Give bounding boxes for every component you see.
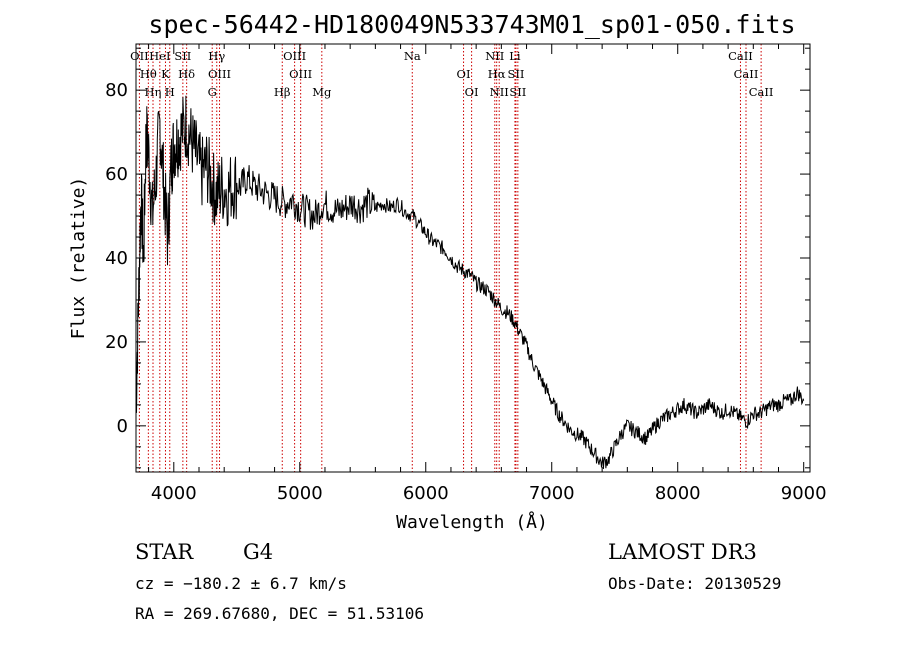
x-tick-label: 9000 bbox=[781, 483, 827, 504]
spectral-line-label: OIII bbox=[208, 67, 231, 81]
spectral-line-label: Li bbox=[509, 49, 521, 63]
spectral-line-label: OI bbox=[457, 67, 471, 81]
x-axis-label: Wavelength (Å) bbox=[396, 511, 548, 533]
spectral-line-labels: OIIHθHηHeIKHSIIHδGHγOIIIHβOIIIOIIIMgNaOI… bbox=[130, 49, 773, 99]
spectral-line-label: K bbox=[161, 67, 170, 81]
coordinates: RA = 269.67680, DEC = 51.53106 bbox=[135, 604, 424, 623]
spectral-line-label: CaII bbox=[749, 85, 774, 99]
redshift-value: cz = −180.2 ± 6.7 km/s bbox=[135, 574, 347, 593]
x-axis: 4000 5000 6000 7000 8000 9000 bbox=[148, 44, 827, 504]
spectral-line-label: OI bbox=[465, 85, 479, 99]
y-axis: 0 20 40 60 80 bbox=[105, 47, 810, 469]
y-tick-label: 40 bbox=[105, 248, 128, 269]
spectral-line-label: H bbox=[165, 85, 175, 99]
spectral-line-label: SII bbox=[509, 85, 526, 99]
y-tick-label: 20 bbox=[105, 332, 128, 353]
spectral-line-label: Hη bbox=[145, 85, 162, 99]
spectral-line-label: Hα bbox=[488, 67, 506, 81]
spectral-line-label: CaII bbox=[728, 49, 753, 63]
spectral-line-label: Hβ bbox=[274, 85, 291, 99]
spectral-line-label: SII bbox=[174, 49, 191, 63]
spectral-line-label: Hγ bbox=[208, 49, 225, 63]
spectral-line-markers bbox=[138, 44, 762, 472]
x-tick-label: 4000 bbox=[151, 483, 197, 504]
x-tick-label: 6000 bbox=[403, 483, 449, 504]
x-tick-label: 8000 bbox=[655, 483, 701, 504]
spectral-line-label: OIII bbox=[289, 67, 312, 81]
spectral-line-label: Na bbox=[404, 49, 421, 63]
y-tick-label: 60 bbox=[105, 164, 128, 185]
spectrum-line bbox=[135, 95, 805, 470]
object-subclass: G4 bbox=[243, 540, 274, 564]
chart-title: spec-56442-HD180049N533743M01_sp01-050.f… bbox=[148, 10, 795, 39]
spectral-line-label: Hδ bbox=[178, 67, 195, 81]
spectral-line-label: SII bbox=[507, 67, 524, 81]
x-tick-label: 5000 bbox=[277, 483, 323, 504]
spectral-line-label: HeI bbox=[149, 49, 170, 63]
x-tick-label: 7000 bbox=[529, 483, 575, 504]
y-tick-label: 0 bbox=[117, 416, 128, 437]
y-tick-label: 80 bbox=[105, 80, 128, 101]
spectral-line-label: OII bbox=[130, 49, 149, 63]
observation-date: Obs-Date: 20130529 bbox=[608, 574, 782, 593]
survey-name: LAMOST DR3 bbox=[608, 540, 757, 564]
spectral-line-label: CaII bbox=[734, 67, 759, 81]
spectral-line-label: Hθ bbox=[140, 67, 157, 81]
object-class: STAR bbox=[135, 540, 194, 564]
y-axis-label: Flux (relative) bbox=[68, 177, 89, 340]
spectral-line-label: NII bbox=[485, 49, 504, 63]
spectral-line-label: Mg bbox=[312, 85, 332, 99]
spectral-line-label: OIII bbox=[283, 49, 306, 63]
spectral-line-label: G bbox=[208, 85, 217, 99]
spectral-line-label: NII bbox=[490, 85, 509, 99]
